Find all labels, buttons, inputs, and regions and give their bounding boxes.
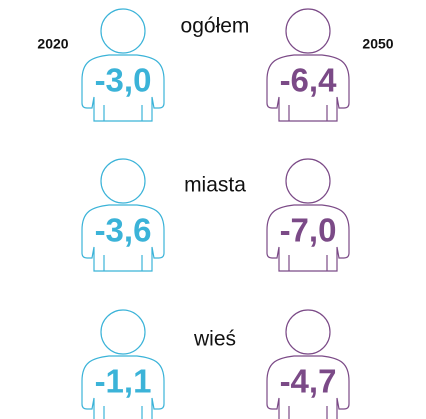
person-body <box>266 54 350 122</box>
value: -4,7 <box>280 363 337 400</box>
row-label: miasta <box>184 174 246 197</box>
value: -3,6 <box>95 212 152 249</box>
person-head <box>285 158 331 204</box>
value: -3,0 <box>95 62 152 99</box>
person-head <box>100 309 146 355</box>
person-head <box>100 8 146 54</box>
person-head <box>100 158 146 204</box>
row-label: ogółem <box>181 15 250 38</box>
person-body <box>266 355 350 419</box>
value: -7,0 <box>280 212 337 249</box>
value: -1,1 <box>95 363 152 400</box>
person-body <box>81 204 165 272</box>
person-body <box>81 355 165 419</box>
row-label: wieś <box>193 328 236 351</box>
value: -6,4 <box>280 62 338 99</box>
year-right: 2050 <box>362 36 393 52</box>
person-body <box>81 54 165 122</box>
person-body <box>266 204 350 272</box>
person-head <box>285 8 331 54</box>
person-head <box>285 309 331 355</box>
year-left: 2020 <box>37 36 68 52</box>
